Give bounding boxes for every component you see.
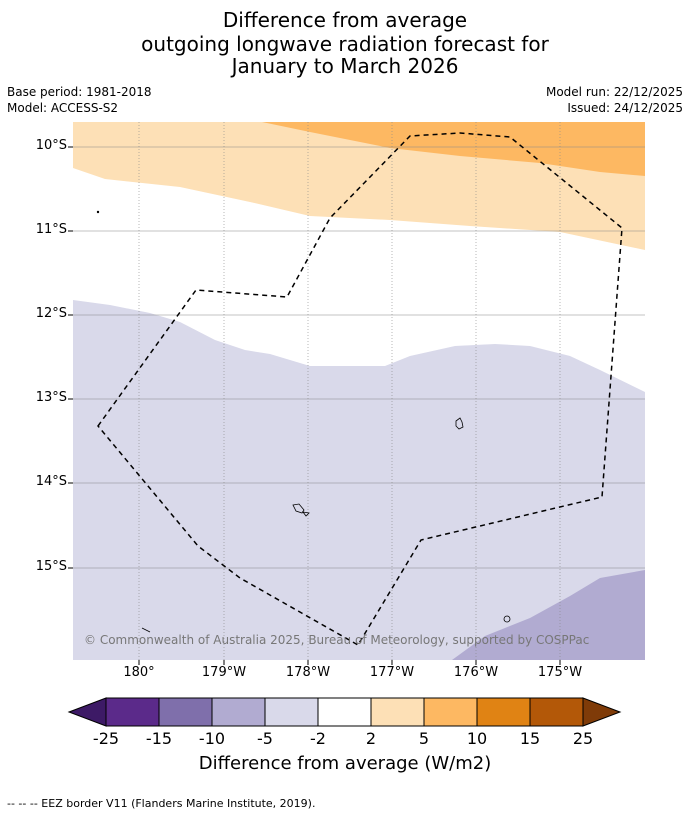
model-name: Model: ACCESS-S2 xyxy=(7,101,119,115)
lat-label-13s: 13°S xyxy=(35,390,67,405)
colorbar-extend-high xyxy=(582,697,622,727)
grid-lines xyxy=(73,122,645,660)
colorbar-tick: 2 xyxy=(365,729,377,748)
lon-label-175w: 175°W xyxy=(537,665,583,680)
colorbar-tick: -2 xyxy=(310,729,326,748)
colorbar-segment-5 xyxy=(317,697,372,727)
colorbar-segment-3 xyxy=(211,697,266,727)
issued-date: Issued: 24/12/2025 xyxy=(567,101,683,115)
colorbar xyxy=(67,697,622,727)
model-run: Model run: 22/12/2025 xyxy=(545,85,683,99)
colorbar-segment-2 xyxy=(158,697,213,727)
colorbar-segment-7 xyxy=(423,697,478,727)
lon-label-176w: 176°W xyxy=(453,665,499,680)
colorbar-segment-9 xyxy=(529,697,584,727)
olr-band-5-to-10 xyxy=(262,122,645,176)
lon-label-178w: 178°W xyxy=(285,665,331,680)
lat-label-10s: 10°S xyxy=(35,138,67,153)
lat-label-12s: 12°S xyxy=(35,306,67,321)
copyright-notice: © Commonwealth of Australia 2025, Bureau… xyxy=(84,633,590,647)
colorbar-tick: -5 xyxy=(257,729,273,748)
eez-border xyxy=(97,132,623,647)
base-period: Base period: 1981-2018 xyxy=(7,85,152,99)
olr-band-minus5-to-minus2 xyxy=(73,300,645,660)
lat-label-15s: 15°S xyxy=(35,559,67,574)
colorbar-tick: 10 xyxy=(466,729,488,748)
eez-legend-note: -- -- -- EEZ border V11 (Flanders Marine… xyxy=(7,797,316,810)
colorbar-tick: -15 xyxy=(145,729,173,748)
chart-title-line-2: outgoing longwave radiation forecast for xyxy=(141,32,549,56)
island-outlines xyxy=(96,210,511,633)
lon-label-177w: 177°W xyxy=(369,665,415,680)
map-panel xyxy=(68,122,645,665)
chart-title-line-1: Difference from average xyxy=(222,8,468,32)
colorbar-tick: -10 xyxy=(198,729,226,748)
colorbar-segment-8 xyxy=(476,697,531,727)
colorbar-segment-4 xyxy=(264,697,319,727)
map-field xyxy=(73,122,645,660)
colorbar-segment-6 xyxy=(370,697,425,727)
lon-label-179w: 179°W xyxy=(201,665,247,680)
colorbar-tick: 5 xyxy=(418,729,430,748)
lat-label-11s: 11°S xyxy=(35,222,67,237)
axis-ticks xyxy=(68,146,561,665)
colorbar-label: Difference from average (W/m2) xyxy=(198,753,492,774)
lat-label-14s: 14°S xyxy=(35,474,67,489)
colorbar-segment-1 xyxy=(105,697,160,727)
chart-title-line-3: January to March 2026 xyxy=(231,54,459,78)
olr-band-minus10-to-minus5 xyxy=(452,570,645,660)
colorbar-tick: 25 xyxy=(572,729,594,748)
colorbar-tick: 15 xyxy=(519,729,541,748)
colorbar-tick: -25 xyxy=(92,729,120,748)
lon-label-180: 180° xyxy=(123,665,155,680)
colorbar-extend-low xyxy=(67,697,107,727)
